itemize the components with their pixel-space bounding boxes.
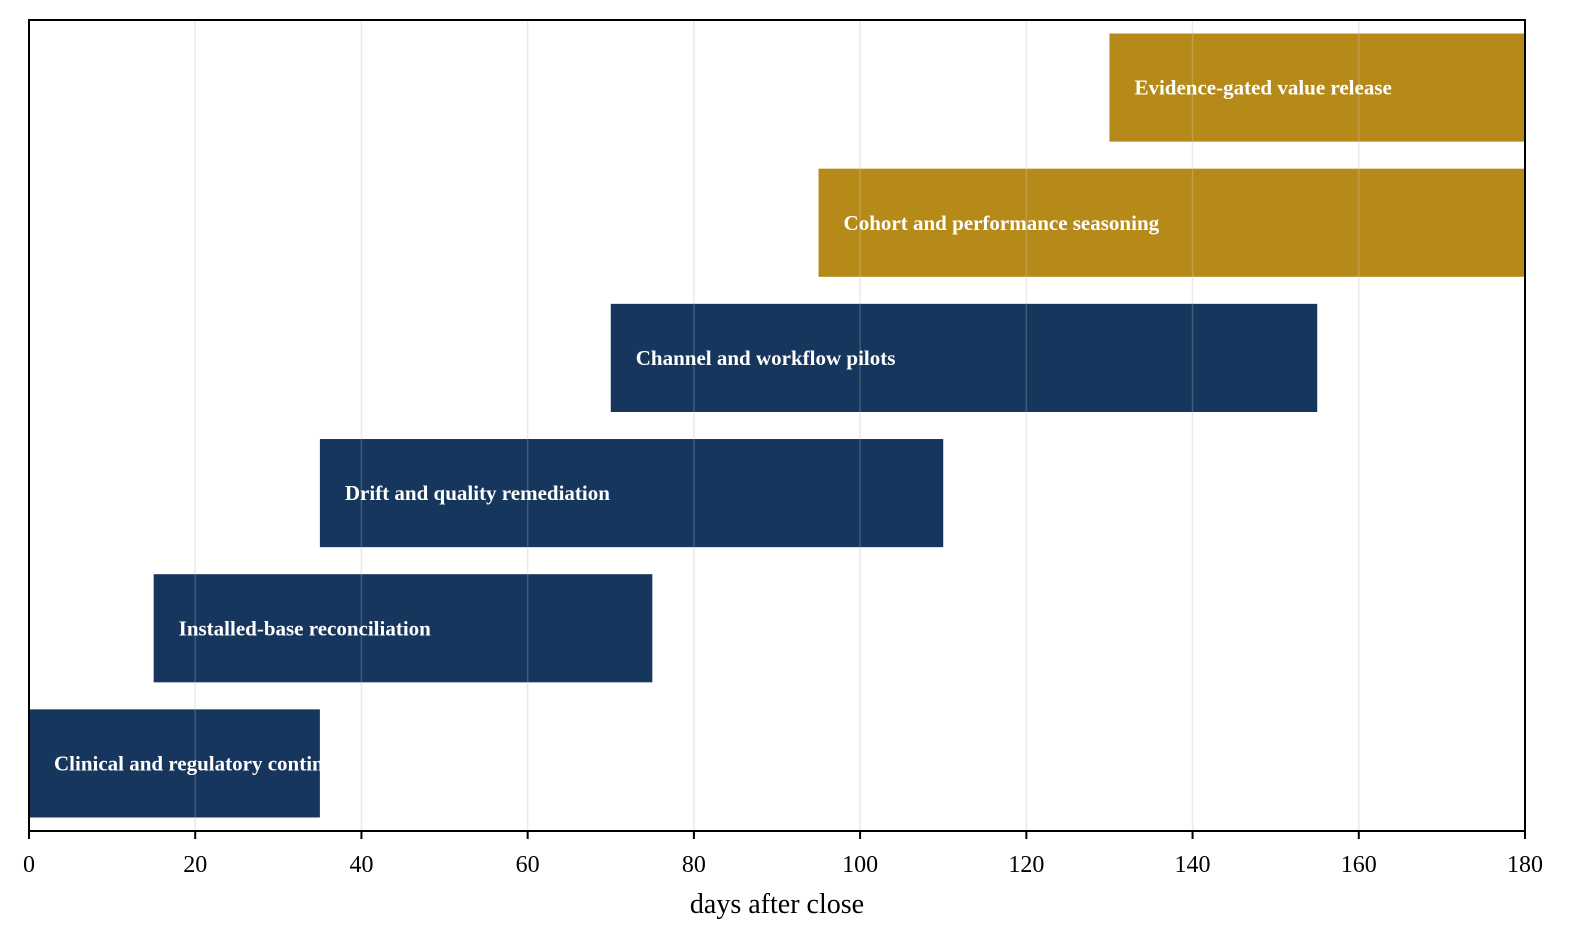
bar [818,168,1525,277]
x-tick-label: 120 [1008,852,1044,878]
grid-lines [194,20,1360,831]
plot-frame [28,19,1526,832]
x-tick-label: 40 [349,852,373,878]
bar-label: Evidence-gated value release [1134,76,1391,100]
bar-label: Installed-base reconciliation [179,616,432,640]
bar-label: Channel and workflow pilots [636,346,896,370]
bar [610,303,1318,412]
x-tick-label: 180 [1507,852,1543,878]
bar-label: Clinical and regulatory continuity [54,751,359,775]
x-tick-label: 20 [183,852,207,878]
bar-label: Cohort and performance seasoning [844,211,1160,235]
grid-overlay [194,20,1360,831]
bar [29,709,320,818]
bar-labels: Clinical and regulatory continuity Instal… [54,76,1392,776]
bar [319,439,944,548]
bars [29,33,1525,818]
x-tick-label: 160 [1341,852,1377,878]
bar [1109,33,1525,142]
x-tick-label: 0 [23,852,35,878]
x-axis-ticks: 0 20 40 60 80 100 120 140 160 180 [23,831,1543,878]
x-tick-label: 80 [682,852,706,878]
bar-label: Drift and quality remediation [345,481,610,505]
x-tick-label: 140 [1175,852,1211,878]
x-axis-label: days after close [690,889,864,920]
x-tick-label: 100 [842,852,878,878]
bar [153,574,653,683]
x-tick-label: 60 [516,852,540,878]
